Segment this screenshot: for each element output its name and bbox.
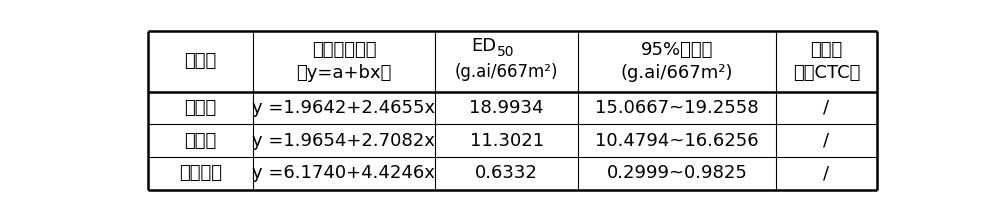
Text: 11.3021: 11.3021 <box>470 132 544 150</box>
Text: /: / <box>823 164 829 182</box>
Text: 95%可信限
(g.ai/667m²): 95%可信限 (g.ai/667m²) <box>621 41 733 81</box>
Text: y =1.9654+2.7082x: y =1.9654+2.7082x <box>252 132 435 150</box>
Text: /: / <box>823 132 829 150</box>
Text: y =6.1740+4.4246x: y =6.1740+4.4246x <box>252 164 435 182</box>
Text: y =1.9642+2.4655x: y =1.9642+2.4655x <box>252 99 436 117</box>
Text: 50: 50 <box>497 44 514 58</box>
Text: 异丙隆: 异丙隆 <box>184 99 217 117</box>
Text: ED: ED <box>471 37 497 55</box>
Text: 共毒系
数（CTC）: 共毒系 数（CTC） <box>793 41 860 81</box>
Text: 丙草胺: 丙草胺 <box>184 132 217 150</box>
Text: 0.6332: 0.6332 <box>475 164 538 182</box>
Text: 15.0667~19.2558: 15.0667~19.2558 <box>595 99 759 117</box>
Text: (g.ai/667m²): (g.ai/667m²) <box>455 63 558 81</box>
Text: 毒力回归方程
（y=a+bx）: 毒力回归方程 （y=a+bx） <box>296 41 392 81</box>
Text: 18.9934: 18.9934 <box>469 99 544 117</box>
Text: 0.2999~0.9825: 0.2999~0.9825 <box>607 164 748 182</box>
Text: 10.4794~16.6256: 10.4794~16.6256 <box>595 132 759 150</box>
Text: 除草剂: 除草剂 <box>184 53 217 71</box>
Text: 苄嘧磺隆: 苄嘧磺隆 <box>179 164 222 182</box>
Text: /: / <box>823 99 829 117</box>
